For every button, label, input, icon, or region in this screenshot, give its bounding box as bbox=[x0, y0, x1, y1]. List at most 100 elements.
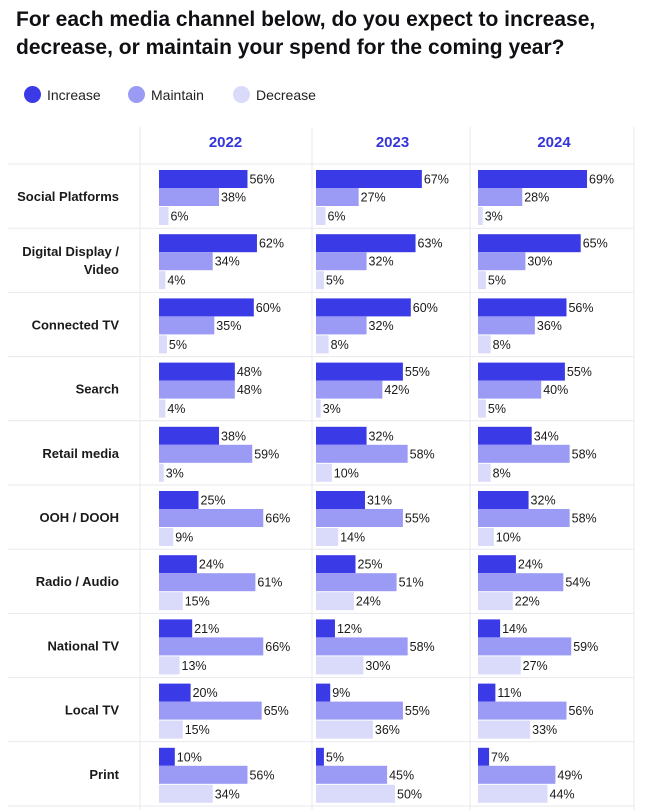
bar-decrease-print-2023 bbox=[316, 784, 395, 803]
bar-maintain-ooh-dooh-2024 bbox=[478, 509, 570, 527]
data-label-increase-social-platforms-2024: 69% bbox=[589, 173, 614, 187]
data-label-maintain-local-tv-2022: 65% bbox=[264, 704, 289, 718]
data-label-maintain-print-2023: 45% bbox=[389, 768, 414, 782]
data-label-increase-search-2022: 48% bbox=[237, 365, 262, 379]
data-label-increase-connected-tv-2023: 60% bbox=[413, 301, 438, 315]
data-label-decrease-local-tv-2022: 15% bbox=[185, 723, 210, 737]
category-label-search: Search bbox=[76, 382, 119, 397]
bar-increase-retail-media-2023 bbox=[316, 426, 367, 445]
bar-increase-radio-audio-2024 bbox=[478, 555, 516, 574]
data-label-increase-local-tv-2023: 9% bbox=[332, 686, 350, 700]
panel-header-2022: 2022 bbox=[209, 134, 242, 151]
data-label-decrease-search-2024: 5% bbox=[488, 402, 506, 416]
bar-increase-print-2023 bbox=[316, 747, 324, 766]
bar-increase-connected-tv-2022 bbox=[159, 298, 254, 317]
data-label-increase-retail-media-2023: 32% bbox=[369, 429, 394, 443]
bar-maintain-national-tv-2023 bbox=[316, 637, 408, 656]
data-label-decrease-national-tv-2024: 27% bbox=[523, 659, 548, 673]
bar-maintain-local-tv-2023 bbox=[316, 701, 403, 720]
bar-increase-national-tv-2024 bbox=[478, 619, 501, 638]
bar-decrease-retail-media-2022 bbox=[159, 463, 164, 482]
bar-increase-search-2022 bbox=[159, 362, 235, 381]
bar-maintain-connected-tv-2023 bbox=[316, 316, 367, 335]
bar-maintain-social-platforms-2023 bbox=[316, 188, 359, 206]
bar-decrease-print-2022 bbox=[159, 784, 213, 803]
bar-maintain-print-2024 bbox=[478, 765, 556, 784]
legend-label-maintain: Maintain bbox=[151, 87, 204, 103]
bar-increase-radio-audio-2022 bbox=[159, 555, 197, 574]
bar-increase-local-tv-2023 bbox=[316, 683, 331, 702]
data-label-increase-radio-audio-2023: 25% bbox=[358, 558, 383, 572]
data-label-maintain-connected-tv-2022: 35% bbox=[216, 319, 241, 333]
data-label-decrease-local-tv-2024: 33% bbox=[532, 723, 557, 737]
bar-decrease-radio-audio-2022 bbox=[159, 592, 183, 611]
category-label-digital-display-video: Digital Display / Video bbox=[22, 244, 119, 277]
data-label-increase-print-2023: 5% bbox=[326, 750, 344, 764]
bar-maintain-national-tv-2022 bbox=[159, 637, 264, 656]
bar-increase-ooh-dooh-2022 bbox=[159, 491, 199, 509]
data-label-decrease-retail-media-2022: 3% bbox=[166, 466, 184, 480]
bar-increase-connected-tv-2024 bbox=[478, 298, 567, 317]
data-label-increase-search-2024: 55% bbox=[567, 365, 592, 379]
category-label-social-platforms: Social Platforms bbox=[17, 189, 119, 204]
data-label-increase-national-tv-2024: 14% bbox=[502, 622, 527, 636]
bar-increase-national-tv-2023 bbox=[316, 619, 335, 638]
data-label-increase-retail-media-2024: 34% bbox=[534, 429, 559, 443]
category-label-print: Print bbox=[89, 767, 119, 782]
bar-maintain-social-platforms-2024 bbox=[478, 188, 523, 206]
data-label-maintain-social-platforms-2024: 28% bbox=[524, 191, 549, 205]
data-label-decrease-print-2023: 50% bbox=[397, 787, 422, 801]
bar-increase-social-platforms-2023 bbox=[316, 170, 422, 188]
bar-decrease-social-platforms-2023 bbox=[316, 207, 326, 225]
data-label-decrease-radio-audio-2022: 15% bbox=[185, 595, 210, 609]
data-label-maintain-connected-tv-2023: 32% bbox=[369, 319, 394, 333]
bar-decrease-connected-tv-2022 bbox=[159, 335, 167, 354]
data-label-increase-print-2022: 10% bbox=[177, 750, 202, 764]
legend-label-increase: Increase bbox=[47, 87, 101, 103]
bar-decrease-national-tv-2023 bbox=[316, 656, 364, 675]
data-label-increase-digital-display-video-2024: 65% bbox=[583, 237, 608, 251]
bar-decrease-connected-tv-2023 bbox=[316, 335, 329, 354]
data-label-increase-radio-audio-2022: 24% bbox=[199, 558, 224, 572]
bar-increase-digital-display-video-2024 bbox=[478, 234, 581, 253]
bar-maintain-local-tv-2022 bbox=[159, 701, 262, 720]
data-label-increase-ooh-dooh-2022: 25% bbox=[201, 494, 226, 508]
data-label-decrease-radio-audio-2023: 24% bbox=[356, 595, 381, 609]
bar-maintain-print-2022 bbox=[159, 765, 248, 784]
bar-decrease-local-tv-2022 bbox=[159, 720, 183, 739]
bar-maintain-digital-display-video-2022 bbox=[159, 252, 213, 271]
data-label-maintain-ooh-dooh-2022: 66% bbox=[265, 512, 290, 526]
data-label-decrease-national-tv-2022: 13% bbox=[182, 659, 207, 673]
bar-maintain-digital-display-video-2023 bbox=[316, 252, 367, 271]
category-label-national-tv: National TV bbox=[47, 638, 119, 653]
bar-decrease-social-platforms-2022 bbox=[159, 207, 169, 225]
data-label-decrease-digital-display-video-2023: 5% bbox=[326, 274, 344, 288]
data-label-maintain-retail-media-2023: 58% bbox=[410, 447, 435, 461]
bar-increase-ooh-dooh-2024 bbox=[478, 491, 529, 509]
bar-decrease-social-platforms-2024 bbox=[478, 207, 483, 225]
bar-increase-national-tv-2022 bbox=[159, 619, 193, 638]
data-label-increase-national-tv-2022: 21% bbox=[194, 622, 219, 636]
data-label-decrease-local-tv-2023: 36% bbox=[375, 723, 400, 737]
bar-increase-print-2024 bbox=[478, 747, 490, 766]
data-label-maintain-local-tv-2024: 56% bbox=[568, 704, 593, 718]
data-label-decrease-print-2022: 34% bbox=[215, 787, 240, 801]
bar-maintain-search-2022 bbox=[159, 380, 235, 399]
bar-maintain-social-platforms-2022 bbox=[159, 188, 220, 206]
bar-decrease-ooh-dooh-2023 bbox=[316, 528, 339, 546]
data-label-maintain-search-2023: 42% bbox=[384, 383, 409, 397]
bar-increase-local-tv-2024 bbox=[478, 683, 496, 702]
data-label-decrease-national-tv-2023: 30% bbox=[365, 659, 390, 673]
category-label-radio-audio: Radio / Audio bbox=[36, 574, 119, 589]
data-label-increase-social-platforms-2022: 56% bbox=[249, 173, 274, 187]
data-label-maintain-radio-audio-2022: 61% bbox=[257, 576, 282, 590]
data-label-maintain-national-tv-2023: 58% bbox=[410, 640, 435, 654]
category-label-ooh-dooh: OOH / DOOH bbox=[40, 510, 119, 525]
data-label-maintain-radio-audio-2024: 54% bbox=[565, 576, 590, 590]
category-label-local-tv: Local TV bbox=[65, 703, 120, 718]
data-label-decrease-connected-tv-2024: 8% bbox=[493, 338, 511, 352]
data-label-maintain-retail-media-2024: 58% bbox=[572, 447, 597, 461]
data-label-maintain-digital-display-video-2024: 30% bbox=[527, 255, 552, 269]
data-label-maintain-print-2022: 56% bbox=[249, 768, 274, 782]
